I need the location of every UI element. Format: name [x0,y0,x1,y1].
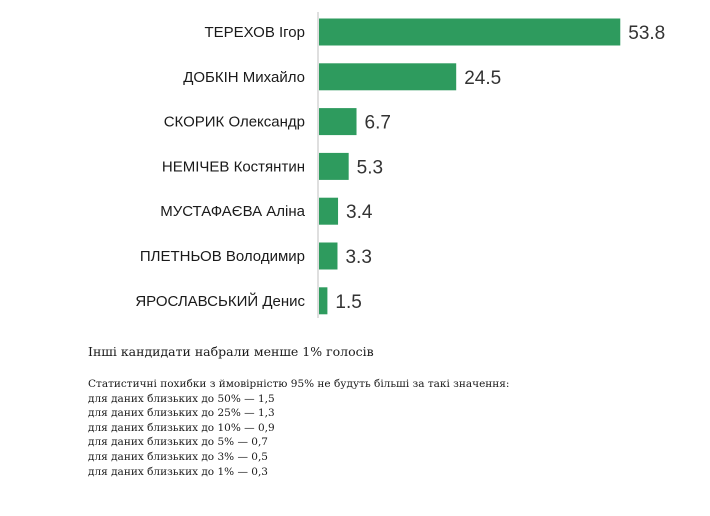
footnotes: Інші кандидати набрали менше 1% голосів … [88,344,688,479]
error-line: для даних близьких до 1% — 0,3 [88,465,268,478]
bar-chart: ТЕРЕХОВ Ігор 53.8 ДОБКІН Михайло 24.5 СКОРИК… [135,12,665,318]
bar [319,18,621,46]
category-label: ДОБКІН Михайло [183,69,305,86]
error-line: для даних близьких до 3% — 0,5 [88,450,268,463]
error-line: для даних близьких до 10% — 0,9 [88,421,275,434]
category-label: СКОРИК Олександр [164,114,305,131]
category-label: ТЕРЕХОВ Ігор [204,24,305,41]
statistical-errors-block: Статистичні похибки з ймовірністю 95% не… [88,377,688,479]
bar [319,287,328,315]
value-label: 53.8 [628,23,665,44]
category-label: НЕМІЧЕВ Костянтин [162,158,305,175]
value-label: 6.7 [365,113,391,134]
bar [319,242,338,270]
bar [319,197,339,225]
value-label: 24.5 [464,68,501,89]
category-label: ПЛЕТНЬОВ Володимир [140,248,305,265]
error-line: для даних близьких до 50% — 1,5 [88,392,275,405]
value-label: 5.3 [357,157,383,178]
errors-title: Статистичні похибки з ймовірністю 95% не… [88,378,510,390]
bar [319,108,357,136]
error-line: для даних близьких до 5% — 0,7 [88,436,268,449]
other-candidates-note: Інші кандидати набрали менше 1% голосів [88,344,374,359]
error-line: для даних близьких до 25% — 1,3 [88,407,275,420]
value-label: 1.5 [335,292,361,313]
bar [319,152,349,180]
value-label: 3.4 [346,202,373,223]
value-label: 3.3 [345,247,371,268]
category-label: МУСТАФАЄВА Аліна [160,203,305,220]
category-label: ЯРОСЛАВСЬКИЙ Денис [135,292,305,310]
bar [319,63,457,91]
